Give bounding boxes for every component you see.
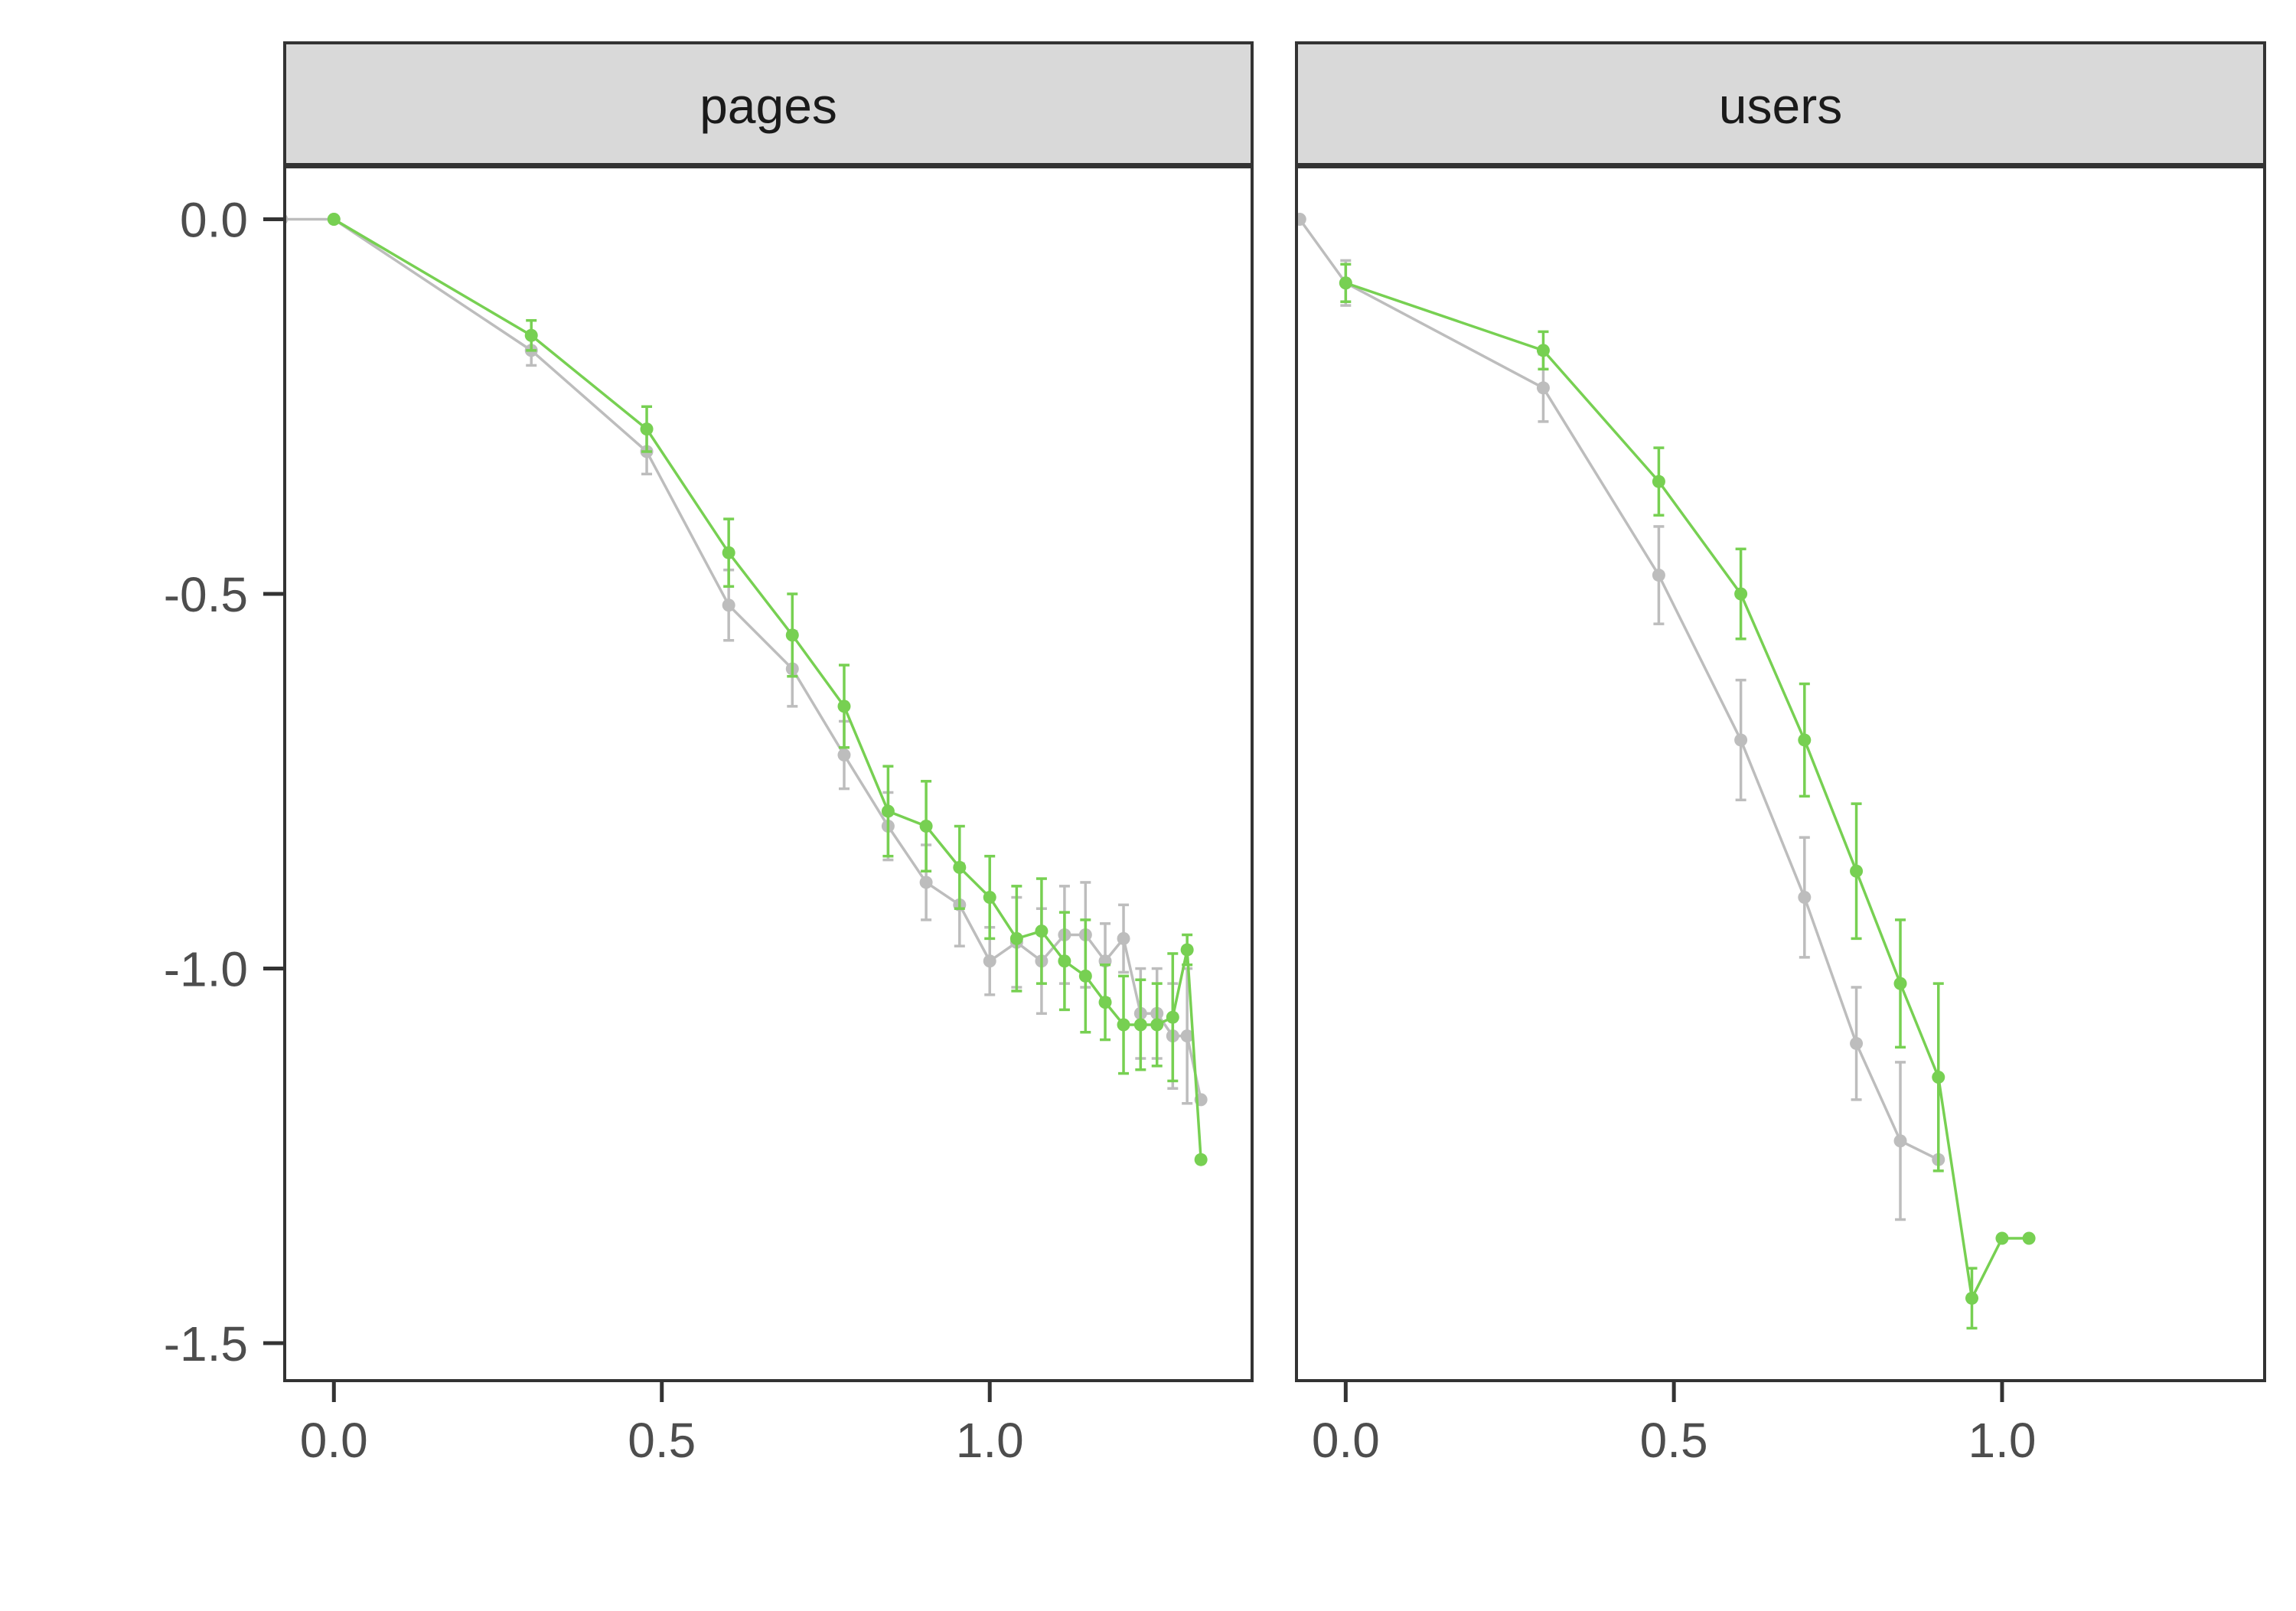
x-tick-label: 1.0: [1968, 1413, 2036, 1468]
data-point: [1133, 1018, 1147, 1032]
panel-frame: [283, 165, 1254, 1382]
x-tick-label: 0.0: [1312, 1413, 1380, 1468]
facet-strip-label: users: [1719, 77, 1842, 134]
data-point: [983, 954, 996, 968]
x-tick-label: 0.0: [300, 1413, 368, 1468]
data-point: [1117, 1018, 1130, 1032]
series-line: [333, 218, 1202, 1160]
data-point: [722, 546, 735, 559]
series: [1296, 213, 1945, 1221]
data-point: [983, 891, 996, 905]
data-point: [1652, 474, 1665, 488]
data-point: [785, 628, 799, 642]
data-point: [327, 213, 341, 227]
data-point: [1194, 1153, 1208, 1166]
x-tick-label: 0.5: [628, 1413, 696, 1468]
data-point: [1009, 931, 1023, 945]
data-point: [1850, 864, 1864, 878]
y-tick-label: 0.0: [180, 193, 248, 248]
facet-strip-label: pages: [700, 77, 837, 134]
data-point: [1150, 1018, 1164, 1032]
data-point: [1734, 587, 1748, 601]
data-point: [1296, 213, 1306, 227]
data-point: [1078, 969, 1092, 983]
panel-frame: [1295, 165, 2266, 1382]
data-point: [837, 748, 851, 762]
data-point: [1652, 569, 1665, 582]
data-point: [1035, 925, 1049, 938]
data-point: [1117, 931, 1130, 945]
data-point: [953, 860, 967, 874]
data-point: [1932, 1071, 1945, 1084]
data-point: [919, 876, 933, 889]
data-point: [1965, 1291, 1978, 1305]
facet-strip: [1295, 41, 2266, 166]
series-line: [1298, 218, 1939, 1161]
series: [1339, 263, 2036, 1330]
facet-strip: [283, 41, 1254, 166]
data-point: [640, 422, 654, 436]
data-point: [1798, 891, 1812, 905]
data-point: [881, 804, 895, 818]
series: [285, 213, 1208, 1107]
x-tick-label: 1.0: [956, 1413, 1024, 1468]
y-tick-label: -1.5: [164, 1316, 248, 1371]
data-point: [1893, 977, 1907, 990]
series-line: [285, 217, 1202, 1101]
data-point: [2022, 1231, 2036, 1245]
data-point: [1850, 1036, 1864, 1050]
plot-area: [1296, 213, 2036, 1330]
data-point: [1734, 733, 1748, 747]
plot-area: [285, 213, 1208, 1166]
y-axis: 0.0 -0.5 -1.0 -1.5: [164, 193, 285, 1371]
series-line: [1345, 282, 2030, 1300]
data-point: [1166, 1010, 1179, 1024]
data-point: [1893, 1134, 1907, 1148]
y-tick-label: -0.5: [164, 567, 248, 622]
data-point: [1536, 381, 1550, 395]
panel-pages: pages 0.0 0.5 1.0: [283, 41, 1254, 1468]
data-point: [919, 820, 933, 833]
y-tick-label: -1.0: [164, 942, 248, 997]
data-point: [1798, 733, 1812, 747]
data-point: [1536, 344, 1550, 357]
panel-users: users 0.0 0.5 1.0: [1295, 41, 2266, 1468]
data-point: [1339, 276, 1352, 290]
data-point: [837, 700, 851, 713]
series: [327, 213, 1208, 1166]
data-point: [1995, 1231, 2009, 1245]
data-point: [1180, 943, 1194, 957]
data-point: [1180, 1029, 1194, 1043]
data-point: [524, 328, 538, 342]
data-point: [1058, 954, 1071, 968]
data-point: [722, 598, 735, 612]
data-point: [1098, 996, 1112, 1009]
x-tick-label: 0.5: [1640, 1413, 1708, 1468]
